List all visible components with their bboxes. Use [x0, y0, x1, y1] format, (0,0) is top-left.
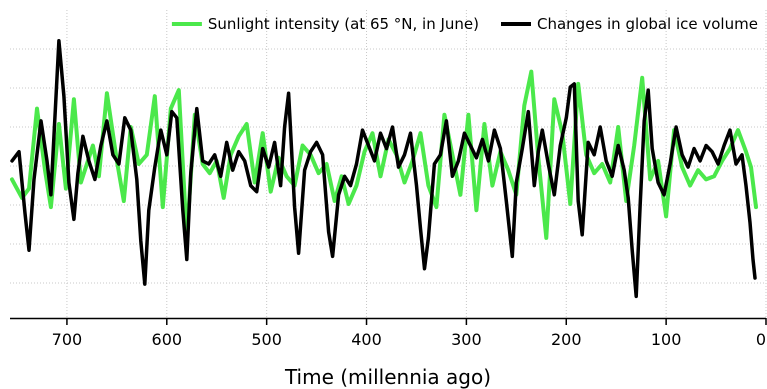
x-tick-label: 100 [651, 330, 682, 349]
x-tick-label: 300 [451, 330, 482, 349]
x-tick-label: 0 [756, 330, 766, 349]
x-axis-title: Time (millennia ago) [284, 365, 491, 389]
x-tick-label: 500 [251, 330, 282, 349]
x-tick-label: 600 [152, 330, 183, 349]
series-layer [10, 39, 758, 299]
legend-label: Changes in global ice volume [537, 15, 758, 33]
x-tick-label: 700 [52, 330, 83, 349]
plot-background [10, 10, 766, 318]
legend-label: Sunlight intensity (at 65 °N, in June) [208, 15, 479, 33]
legend: Sunlight intensity (at 65 °N, in June) Ch… [171, 15, 758, 33]
legend-item-ice-volume: Changes in global ice volume [501, 15, 758, 33]
legend-item-sunlight: Sunlight intensity (at 65 °N, in June) [171, 15, 479, 33]
x-axis: 700 600 500 400 300 200 100 0 [10, 317, 767, 349]
x-tick-label: 200 [551, 330, 582, 349]
x-tick-label: 400 [351, 330, 382, 349]
ice-volume-line [10, 39, 757, 299]
